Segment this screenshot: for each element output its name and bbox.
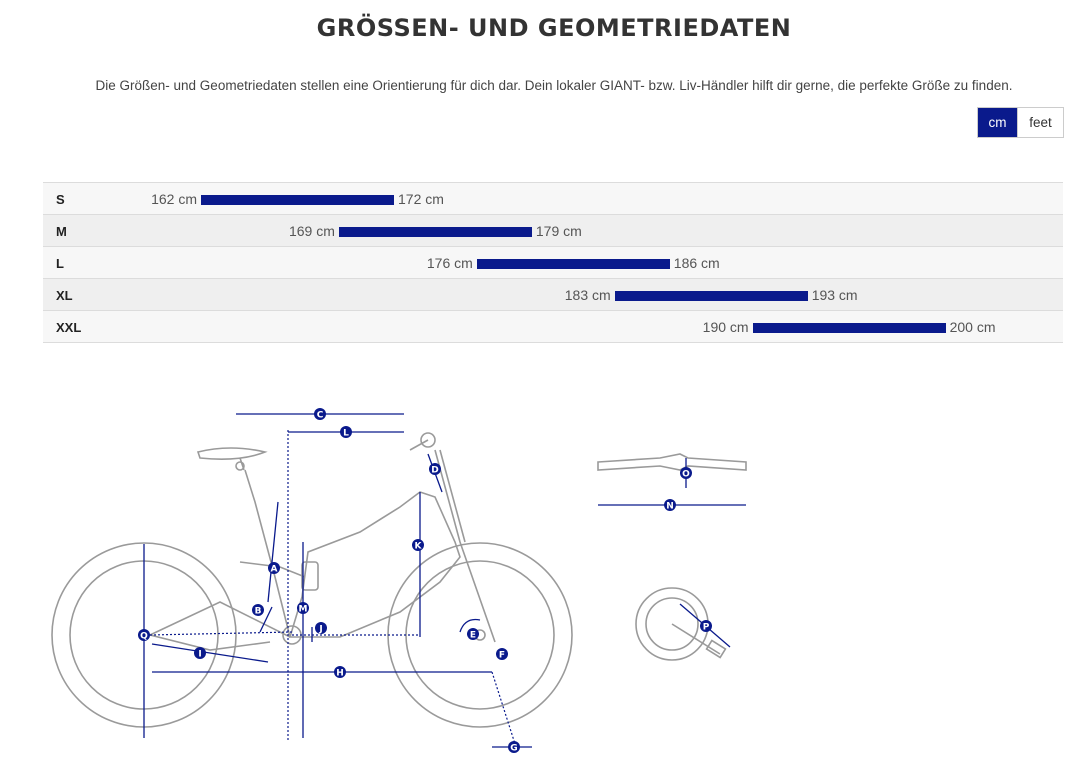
size-min-height: 190 cm — [702, 319, 749, 335]
geometry-markers: C L D K A B M J Q E F I H G O N P — [138, 408, 712, 754]
size-max-height: 179 cm — [535, 223, 582, 239]
svg-text:N: N — [666, 502, 674, 512]
size-min-height: 162 cm — [151, 191, 197, 207]
unit-toggle: cm feet — [977, 107, 1064, 138]
marker-l: L — [340, 426, 352, 439]
svg-text:B: B — [255, 607, 262, 617]
svg-text:G: G — [510, 744, 517, 754]
unit-cm-button[interactable]: cm — [978, 108, 1017, 137]
size-range-bar — [614, 291, 808, 301]
svg-text:J: J — [318, 625, 322, 635]
size-range-bar — [338, 227, 532, 237]
intro-text: Die Größen- und Geometriedaten stellen e… — [95, 78, 1013, 93]
unit-feet-button[interactable]: feet — [1017, 108, 1063, 137]
page-title: GRÖSSEN- UND GEOMETRIEDATEN — [316, 14, 792, 42]
svg-text:C: C — [317, 411, 324, 421]
svg-text:P: P — [703, 623, 710, 633]
front-wheel — [387, 542, 573, 728]
marker-n: N — [664, 499, 676, 512]
svg-text:I: I — [198, 650, 201, 660]
marker-q: Q — [138, 629, 150, 642]
marker-j: J — [315, 622, 327, 635]
size-row: L 176 cm 186 cm — [43, 246, 1063, 278]
svg-text:A: A — [271, 565, 278, 575]
marker-m: M — [297, 602, 309, 615]
size-label: M — [56, 224, 67, 239]
marker-e: E — [467, 628, 479, 641]
svg-text:D: D — [431, 466, 438, 476]
size-min-height: 176 cm — [426, 255, 473, 271]
size-range-bar — [476, 259, 670, 269]
svg-text:E: E — [470, 631, 476, 641]
handlebar-top-view — [597, 453, 747, 471]
svg-text:H: H — [336, 669, 344, 679]
svg-text:Q: Q — [140, 632, 148, 642]
size-row: XL 183 cm 193 cm — [43, 278, 1063, 310]
marker-d: D — [429, 463, 441, 476]
size-label: S — [56, 192, 65, 207]
marker-c: C — [314, 408, 326, 421]
svg-text:M: M — [299, 605, 308, 615]
marker-o: O — [680, 467, 692, 480]
svg-text:K: K — [415, 542, 423, 552]
size-max-height: 186 cm — [673, 255, 720, 271]
size-label: L — [56, 256, 64, 271]
marker-k: K — [412, 539, 424, 552]
size-min-height: 183 cm — [564, 287, 611, 303]
svg-text:L: L — [343, 429, 349, 439]
size-row: S 162 cm 172 cm — [43, 182, 1063, 214]
marker-b: B — [252, 604, 264, 617]
size-max-height: 200 cm — [949, 319, 996, 335]
size-range-bar — [752, 323, 946, 333]
marker-f: F — [496, 648, 508, 661]
size-max-height: 193 cm — [811, 287, 858, 303]
marker-g: G — [508, 741, 520, 754]
marker-p: P — [700, 620, 712, 633]
svg-text:F: F — [499, 651, 505, 661]
frame-outline — [288, 491, 461, 638]
marker-i: I — [194, 647, 206, 660]
size-table: S 162 cm 172 cm M 169 cm 179 cm L 176 cm 186 cm X… — [43, 182, 1063, 343]
size-label: XL — [56, 288, 73, 303]
size-row: XXL 190 cm 200 cm — [43, 310, 1063, 343]
marker-h: H — [334, 666, 346, 679]
size-range-bar — [201, 195, 394, 205]
marker-a: A — [268, 562, 280, 575]
size-label: XXL — [56, 320, 82, 335]
svg-text:O: O — [682, 470, 690, 480]
size-max-height: 172 cm — [398, 191, 444, 207]
size-min-height: 169 cm — [288, 223, 335, 239]
size-row: M 169 cm 179 cm — [43, 214, 1063, 246]
geometry-diagram: C L D K A B M J Q E F I H G O N P — [51, 408, 747, 754]
